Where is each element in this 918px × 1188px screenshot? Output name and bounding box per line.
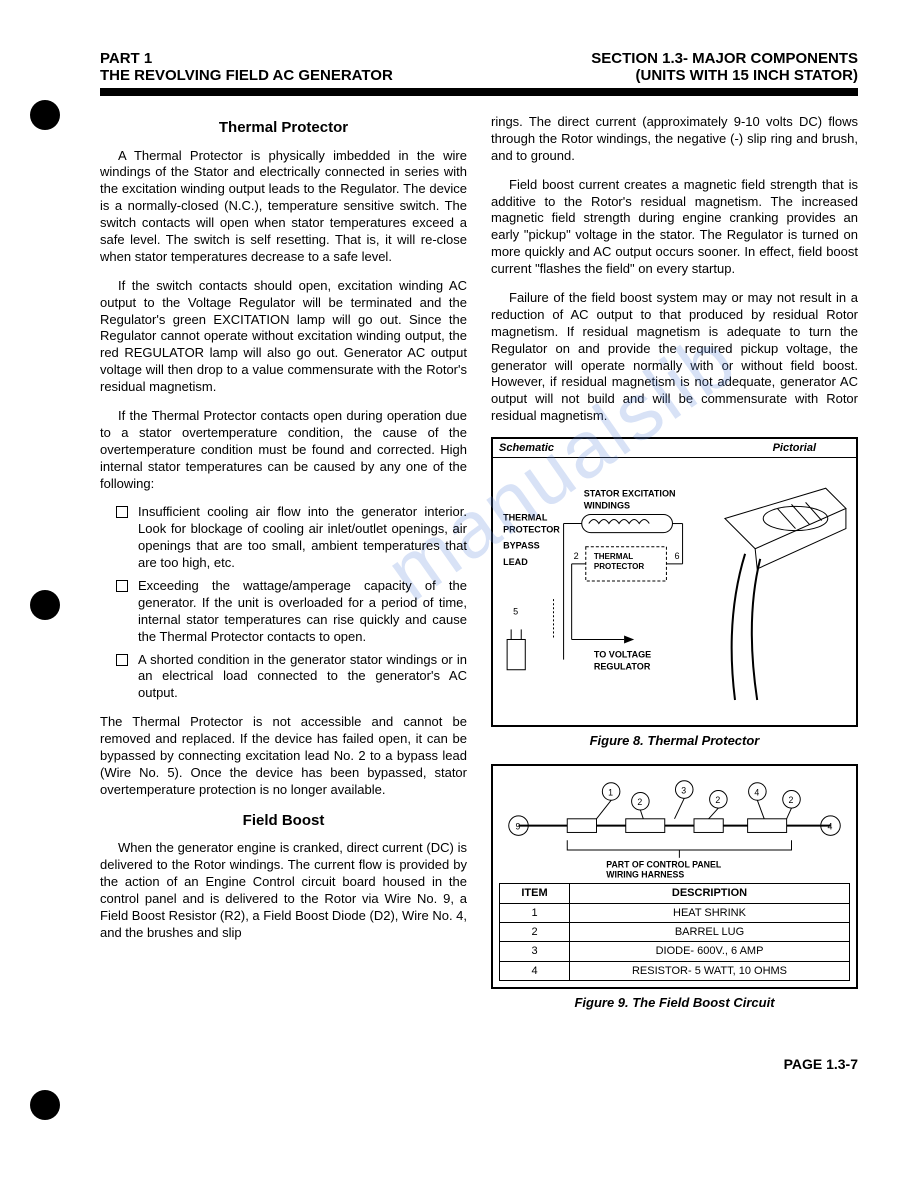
figure-9-table: ITEM DESCRIPTION 1HEAT SHRINK 2BARREL LU… <box>499 883 850 980</box>
svg-text:PROTECTOR: PROTECTOR <box>594 562 645 571</box>
figure-9-box: 9 4 1 2 3 2 4 <box>491 764 858 989</box>
svg-text:WINDINGS: WINDINGS <box>584 501 630 511</box>
svg-text:6: 6 <box>675 551 680 561</box>
punch-hole <box>30 590 60 620</box>
svg-text:2: 2 <box>637 797 642 807</box>
svg-text:9: 9 <box>516 821 521 831</box>
checklist-item: A shorted condition in the generator sta… <box>116 652 467 703</box>
part-label: PART 1 <box>100 50 393 67</box>
label-pictorial: Pictorial <box>773 441 816 455</box>
figure-8-diagram: STATOR EXCITATION WINDINGS THERMAL PROTE… <box>493 458 856 720</box>
punch-hole <box>30 100 60 130</box>
table-row: 4RESISTOR- 5 WATT, 10 OHMS <box>500 961 850 980</box>
svg-text:4: 4 <box>754 787 759 797</box>
figure-9-diagram: 9 4 1 2 3 2 4 <box>499 772 850 879</box>
label-schematic: Schematic <box>499 441 554 455</box>
checklist-item: Insufficient cooling air flow into the g… <box>116 504 467 572</box>
left-column: Thermal Protector A Thermal Protector is… <box>100 114 467 1026</box>
figure-8-box: Schematic Pictorial STATOR EXCITATION WI… <box>491 437 858 727</box>
table-row: 2BARREL LUG <box>500 922 850 941</box>
svg-text:TO VOLTAGE: TO VOLTAGE <box>594 650 651 660</box>
figure-9-caption: Figure 9. The Field Boost Circuit <box>491 995 858 1012</box>
paragraph: When the generator engine is cranked, di… <box>100 840 467 941</box>
svg-text:2: 2 <box>574 551 579 561</box>
figure-8-caption: Figure 8. Thermal Protector <box>491 733 858 750</box>
heading-thermal-protector: Thermal Protector <box>100 118 467 138</box>
svg-text:PART OF CONTROL PANEL: PART OF CONTROL PANEL <box>606 859 722 869</box>
svg-text:THERMAL: THERMAL <box>503 513 548 523</box>
svg-text:3: 3 <box>681 785 686 795</box>
paragraph: rings. The direct current (approximately… <box>491 114 858 165</box>
svg-text:2: 2 <box>715 795 720 805</box>
svg-text:4: 4 <box>828 821 833 831</box>
paragraph: If the Thermal Protector contacts open d… <box>100 408 467 492</box>
subtitle-right: (UNITS WITH 15 INCH STATOR) <box>591 67 858 84</box>
svg-text:THERMAL: THERMAL <box>594 552 633 561</box>
paragraph: If the switch contacts should open, exci… <box>100 278 467 396</box>
svg-text:5: 5 <box>513 607 518 617</box>
header-rule <box>100 88 858 96</box>
svg-text:PROTECTOR: PROTECTOR <box>503 525 560 535</box>
heading-field-boost: Field Boost <box>100 811 467 831</box>
page-number: PAGE 1.3-7 <box>100 1056 858 1072</box>
punch-hole <box>30 1090 60 1120</box>
svg-text:1: 1 <box>608 787 613 797</box>
page-header: PART 1 THE REVOLVING FIELD AC GENERATOR … <box>100 50 858 84</box>
page: manualslib PART 1 THE REVOLVING FIELD AC… <box>0 0 918 1112</box>
svg-text:WIRING HARNESS: WIRING HARNESS <box>606 869 684 879</box>
svg-text:STATOR EXCITATION: STATOR EXCITATION <box>584 489 676 499</box>
table-header-desc: DESCRIPTION <box>570 884 850 903</box>
svg-text:LEAD: LEAD <box>503 557 528 567</box>
table-row: 1HEAT SHRINK <box>500 903 850 922</box>
svg-text:BYPASS: BYPASS <box>503 541 540 551</box>
paragraph: A Thermal Protector is physically imbedd… <box>100 148 467 266</box>
svg-text:REGULATOR: REGULATOR <box>594 662 651 672</box>
table-row: 3DIODE- 600V., 6 AMP <box>500 942 850 961</box>
content-columns: Thermal Protector A Thermal Protector is… <box>100 114 858 1026</box>
table-header-item: ITEM <box>500 884 570 903</box>
paragraph: Failure of the field boost system may or… <box>491 290 858 425</box>
paragraph: Field boost current creates a magnetic f… <box>491 177 858 278</box>
svg-text:2: 2 <box>789 795 794 805</box>
title-left: THE REVOLVING FIELD AC GENERATOR <box>100 67 393 84</box>
section-label: SECTION 1.3- MAJOR COMPONENTS <box>591 50 858 67</box>
checklist-item: Exceeding the wattage/amperage capacity … <box>116 578 467 646</box>
right-column: rings. The direct current (approximately… <box>491 114 858 1026</box>
checklist: Insufficient cooling air flow into the g… <box>116 504 467 702</box>
paragraph: The Thermal Protector is not accessible … <box>100 714 467 798</box>
